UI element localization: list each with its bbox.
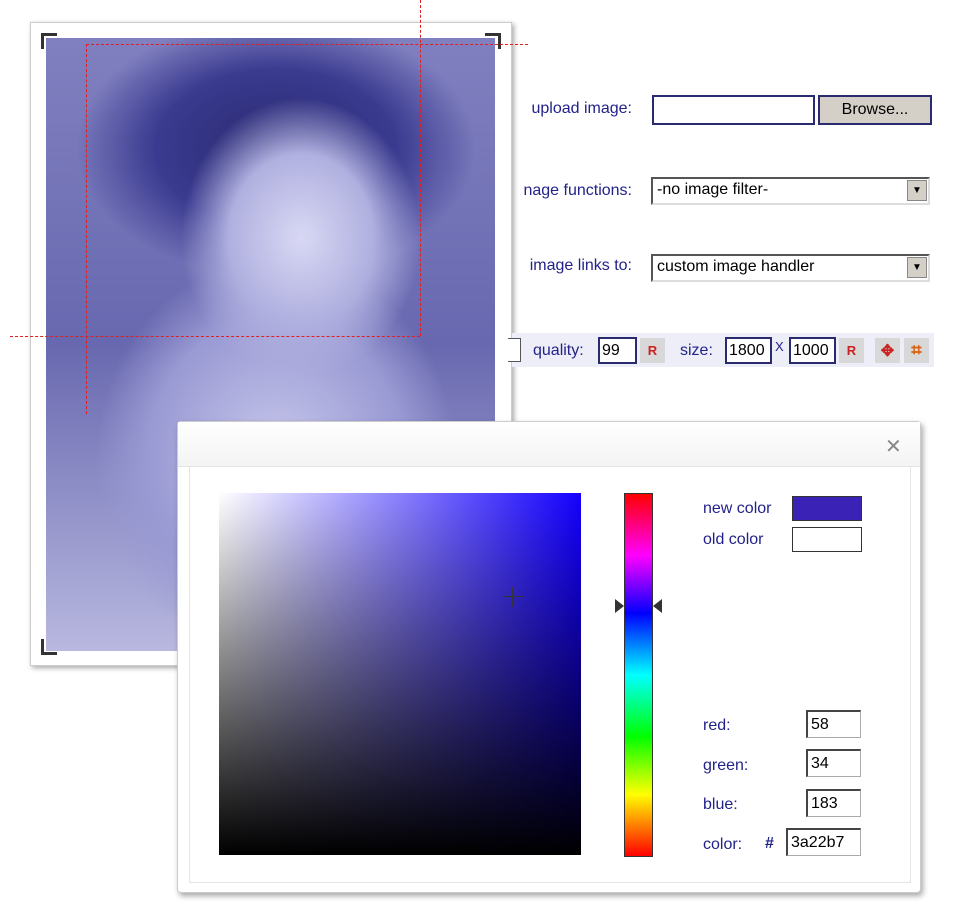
hue-marker-left[interactable] [615, 599, 624, 613]
old-color-swatch[interactable] [792, 527, 862, 552]
crop-icon[interactable]: ⌗ [904, 338, 929, 363]
width-input[interactable]: 1800 [725, 337, 772, 364]
hex-input[interactable]: 3a22b7 [786, 828, 861, 856]
upload-label: upload image: [531, 100, 632, 117]
green-input[interactable]: 34 [806, 749, 861, 777]
image-links-label: image links to: [529, 257, 632, 274]
crop-corner-tl[interactable] [41, 33, 57, 49]
crop-guide-top[interactable] [86, 44, 528, 45]
image-links-select[interactable]: custom image handler ▼ [651, 254, 930, 282]
quality-label: quality: [533, 342, 584, 359]
crop-guide-left[interactable] [86, 44, 87, 414]
height-input[interactable]: 1000 [789, 337, 836, 364]
image-functions-value: -no image filter- [657, 181, 769, 198]
checkbox[interactable] [508, 338, 521, 362]
quality-input[interactable]: 99 [598, 337, 637, 364]
blue-label: blue: [703, 796, 738, 813]
upload-input[interactable] [652, 95, 815, 125]
close-icon[interactable]: ✕ [885, 436, 902, 458]
size-reset-button[interactable]: R [839, 338, 864, 363]
quality-reset-button[interactable]: R [640, 338, 665, 363]
image-functions-label: nage functions: [523, 182, 632, 199]
crop-guide-horizontal[interactable] [10, 336, 420, 337]
saturation-value-field[interactable] [219, 493, 581, 855]
dialog-titlebar[interactable] [178, 422, 920, 467]
move-icon[interactable]: ✥ [875, 338, 900, 363]
times-sign: X [775, 339, 784, 354]
crop-corner-bl[interactable] [41, 639, 57, 655]
hue-marker-right[interactable] [653, 599, 662, 613]
crosshair-cursor[interactable] [503, 587, 523, 607]
red-input[interactable]: 58 [806, 710, 861, 738]
image-functions-select[interactable]: -no image filter- ▼ [651, 177, 930, 205]
crop-guide-vertical[interactable] [420, 0, 421, 336]
color-picker-dialog: ✕ new color old color red: 58 green: 34 … [177, 421, 921, 893]
hash-sign: # [765, 835, 774, 852]
size-label: size: [680, 342, 713, 359]
new-color-swatch [792, 496, 862, 521]
red-label: red: [703, 717, 731, 734]
browse-button[interactable]: Browse... [818, 95, 932, 125]
old-color-label: old color [703, 531, 764, 548]
hue-slider[interactable] [624, 493, 653, 857]
new-color-label: new color [703, 500, 772, 517]
chevron-down-icon[interactable]: ▼ [907, 180, 927, 201]
dialog-body [189, 467, 911, 883]
green-label: green: [703, 757, 749, 774]
crop-corner-tr[interactable] [485, 33, 501, 49]
chevron-down-icon[interactable]: ▼ [907, 257, 927, 278]
color-label: color: [703, 836, 743, 853]
image-links-value: custom image handler [657, 258, 815, 275]
blue-input[interactable]: 183 [806, 789, 861, 817]
